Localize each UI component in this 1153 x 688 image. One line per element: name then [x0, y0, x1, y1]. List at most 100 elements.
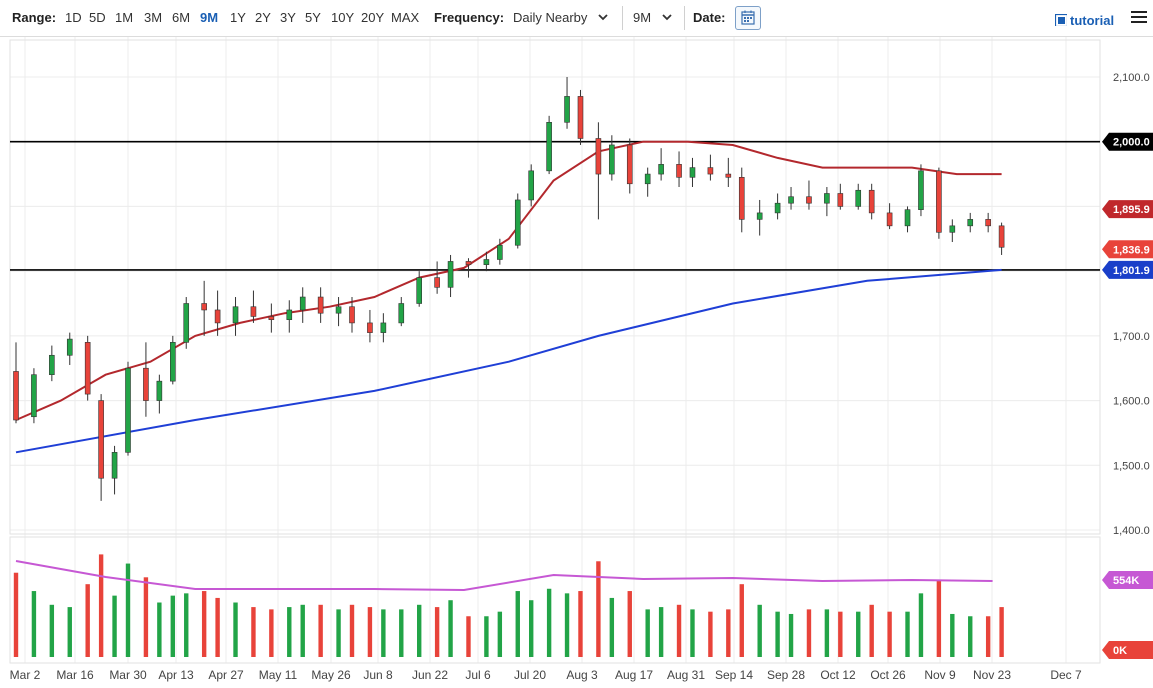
- period-chevron-down-icon[interactable]: [662, 14, 672, 22]
- x-tick-label: Jul 20: [514, 668, 546, 682]
- candle-body: [985, 219, 991, 227]
- chart-toolbar: Range: 1D 5D 1M 3M 6M 9M 1Y 2Y 3Y 5Y 10Y 20Y MAX Fre…: [0, 0, 1153, 37]
- volume-bar: [856, 611, 861, 657]
- volume-bar: [887, 611, 892, 657]
- volume-bar: [609, 597, 615, 657]
- candle-body: [774, 202, 781, 214]
- candle-body: [886, 212, 893, 227]
- volume-bar: [349, 604, 355, 657]
- frequency-dropdown[interactable]: Daily Nearby: [513, 10, 588, 25]
- volume-bar: [49, 604, 55, 657]
- range-1y-button[interactable]: 1Y: [230, 10, 246, 25]
- volume-bar: [381, 609, 386, 657]
- x-tick-label: Oct 26: [870, 668, 906, 682]
- candle-body: [514, 199, 521, 246]
- toolbar-divider: [622, 6, 623, 30]
- volume-bar: [98, 554, 104, 657]
- candle-body: [788, 196, 794, 204]
- y-tick-label: 1,600.0: [1113, 396, 1150, 408]
- range-3m-button[interactable]: 3M: [144, 10, 163, 25]
- frequency-chevron-down-icon[interactable]: [598, 14, 608, 22]
- volume-bar: [336, 609, 341, 657]
- badge-price-0: 1,895.9: [1102, 200, 1153, 219]
- range-5y-button[interactable]: 5Y: [305, 10, 321, 25]
- range-3y-button[interactable]: 3Y: [280, 10, 296, 25]
- volume-bar: [627, 591, 632, 657]
- candle-body: [268, 316, 275, 320]
- candle-body: [250, 306, 257, 317]
- price-badges: 2,000.0 1,895.9 1,836.9 1,801.9 554K 0K: [1102, 132, 1153, 659]
- range-5d-button[interactable]: 5D: [89, 10, 106, 25]
- candle-body: [335, 306, 342, 314]
- price-chart: 2,100.02,000.01,900.01,800.01,700.01,600…: [9, 37, 1153, 682]
- badge-price-2: 1,801.9: [1102, 260, 1153, 279]
- candle-body: [595, 138, 602, 175]
- volume-bar: [515, 591, 520, 657]
- y-tick-label: 1,700.0: [1113, 331, 1150, 343]
- candle-body: [644, 173, 651, 185]
- badge-volume-zero-text: 0K: [1113, 645, 1127, 657]
- x-tick-label: Sep 14: [715, 668, 753, 682]
- candle-body: [286, 309, 293, 320]
- candle-body: [806, 196, 812, 204]
- candle-body: [447, 261, 454, 288]
- volume-bar: [726, 609, 731, 657]
- candle-body: [434, 277, 440, 288]
- candle-body: [125, 367, 131, 453]
- candle-body: [967, 219, 974, 227]
- range-label: Range:: [12, 10, 57, 25]
- candle-body: [855, 189, 862, 207]
- range-10y-button[interactable]: 10Y: [331, 10, 355, 25]
- volume-bar: [999, 607, 1004, 657]
- range-20y-button[interactable]: 20Y: [361, 10, 385, 25]
- candle-body: [367, 322, 373, 333]
- range-9m-button[interactable]: 9M: [200, 10, 219, 25]
- x-tick-label: Aug 31: [667, 668, 705, 682]
- volume-bar: [905, 611, 910, 657]
- range-2y-button[interactable]: 2Y: [255, 10, 271, 25]
- range-1m-button[interactable]: 1M: [115, 10, 134, 25]
- range-max-button[interactable]: MAX: [391, 10, 420, 25]
- volume-bar: [546, 588, 552, 657]
- x-tick-label: Jul 6: [465, 668, 491, 682]
- candle-body: [483, 259, 490, 265]
- x-tick-label: Nov 23: [973, 668, 1011, 682]
- period-dropdown[interactable]: 9M: [633, 10, 652, 25]
- badge-volume: 554K: [1102, 571, 1153, 589]
- x-tick-label: Dec 7: [1050, 668, 1082, 682]
- candle-body: [626, 144, 633, 185]
- volume-bar: [918, 593, 924, 657]
- film-icon[interactable]: [1055, 14, 1067, 26]
- candle-body: [998, 225, 1005, 248]
- candle-body: [49, 354, 55, 375]
- badge-volume-text: 554K: [1113, 575, 1139, 587]
- candle-body: [398, 303, 405, 324]
- volume-bar: [417, 604, 422, 657]
- price-pane-frame: [9, 39, 1101, 535]
- candle-body: [170, 342, 176, 382]
- calendar-button[interactable]: [735, 6, 761, 30]
- volume-bar: [300, 604, 305, 657]
- tutorial-link[interactable]: tutorial: [1070, 13, 1115, 28]
- frequency-label: Frequency:: [434, 10, 505, 25]
- volume-bar: [690, 609, 695, 657]
- candle-body: [707, 167, 714, 175]
- volume-bar: [157, 602, 162, 657]
- volume-bar: [936, 579, 942, 657]
- volume-bar: [466, 616, 471, 657]
- x-tick-label: Jun 22: [412, 668, 448, 682]
- range-1d-button[interactable]: 1D: [65, 10, 82, 25]
- candle-body: [201, 303, 207, 311]
- x-tick-label: Jun 8: [363, 668, 393, 682]
- range-6m-button[interactable]: 6M: [172, 10, 191, 25]
- candle-body: [738, 177, 745, 220]
- volume-bar: [269, 609, 274, 657]
- candle-body: [918, 170, 924, 210]
- hamburger-menu-icon[interactable]: [1131, 11, 1147, 25]
- volume-bar: [251, 607, 256, 657]
- volume-bar: [788, 613, 794, 657]
- x-tick-label: Oct 12: [820, 668, 856, 682]
- badge-price-0-text: 1,895.9: [1113, 204, 1150, 216]
- volume-bar: [497, 611, 503, 657]
- candle-body: [725, 173, 732, 178]
